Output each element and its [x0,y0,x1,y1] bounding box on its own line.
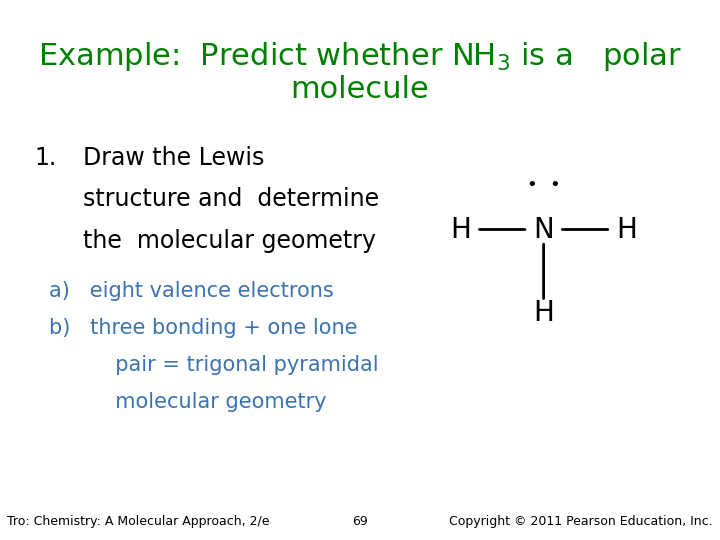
Text: 1.: 1. [35,146,57,170]
Text: molecule: molecule [291,75,429,104]
Text: the  molecular geometry: the molecular geometry [83,229,376,253]
Text: N: N [534,215,554,244]
Text: H: H [534,299,554,327]
Text: pair = trigonal pyramidal: pair = trigonal pyramidal [49,355,379,375]
Text: structure and  determine: structure and determine [83,187,379,211]
Text: Tro: Chemistry: A Molecular Approach, 2/e: Tro: Chemistry: A Molecular Approach, 2/… [7,515,270,528]
Text: a)   eight valence electrons: a) eight valence electrons [49,281,333,301]
Text: Copyright © 2011 Pearson Education, Inc.: Copyright © 2011 Pearson Education, Inc. [449,515,713,528]
Text: H: H [451,215,471,244]
Text: b)   three bonding + one lone: b) three bonding + one lone [49,318,357,338]
Text: 69: 69 [352,515,368,528]
Text: molecular geometry: molecular geometry [49,392,327,411]
Text: •: • [527,176,537,194]
Text: •: • [550,176,560,194]
Text: H: H [616,215,636,244]
Text: Draw the Lewis: Draw the Lewis [83,146,264,170]
Text: Example:  Predict whether NH$_3$ is a   polar: Example: Predict whether NH$_3$ is a pol… [38,40,682,73]
